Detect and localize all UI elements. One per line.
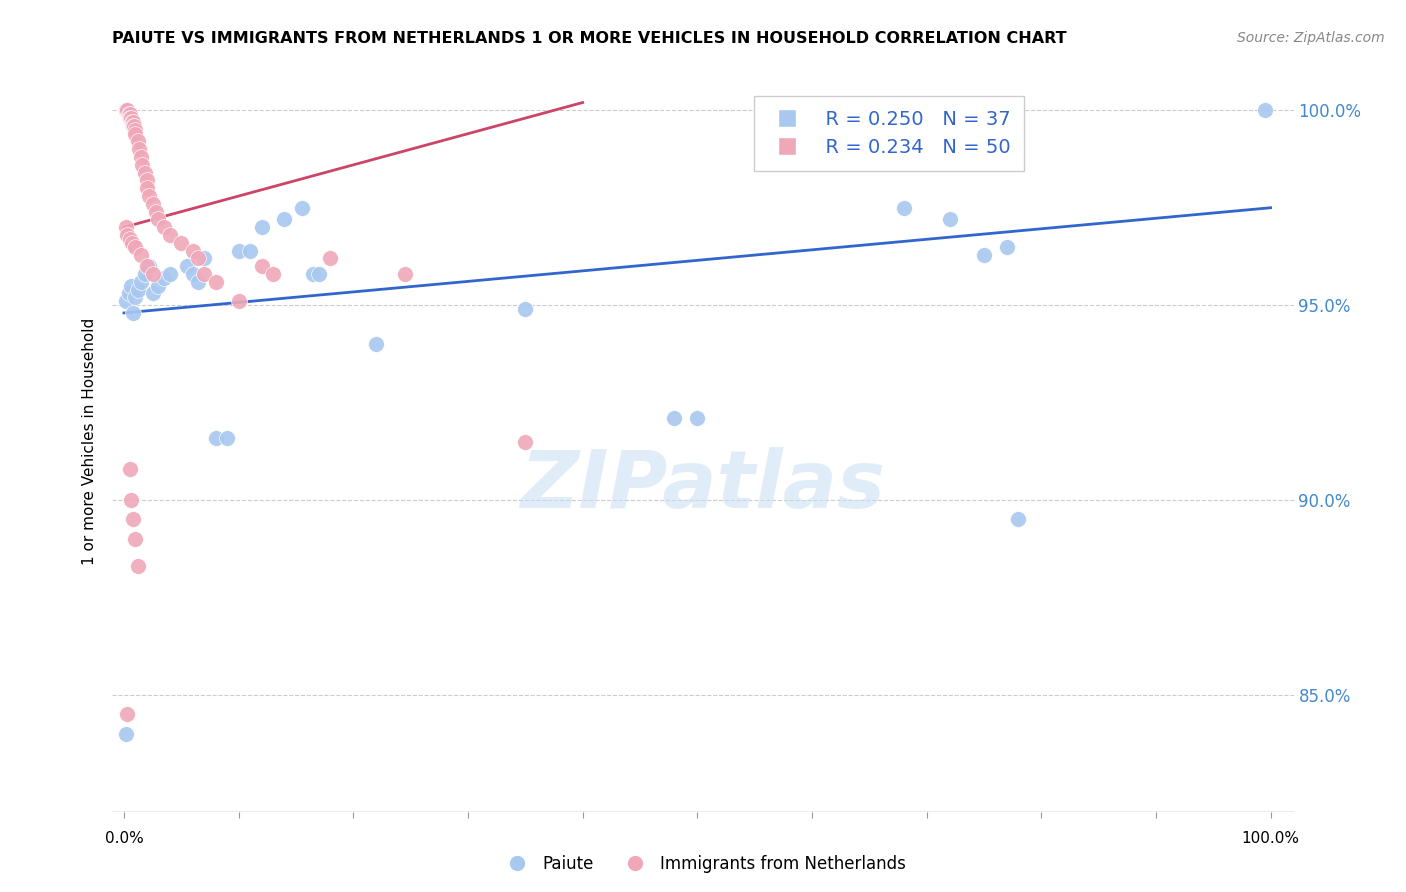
Point xyxy=(127,283,149,297)
Point xyxy=(1007,512,1029,526)
Point xyxy=(239,244,262,258)
Point xyxy=(938,212,960,227)
Point xyxy=(515,301,537,316)
Point xyxy=(142,267,165,281)
Point xyxy=(148,212,170,227)
Text: 100.0%: 100.0% xyxy=(1241,831,1299,847)
Y-axis label: 1 or more Vehicles in Household: 1 or more Vehicles in Household xyxy=(82,318,97,566)
Point xyxy=(250,220,273,235)
Point xyxy=(138,189,160,203)
Point xyxy=(127,559,149,574)
Point xyxy=(120,493,142,508)
Point xyxy=(273,212,295,227)
Point xyxy=(204,431,226,445)
Point xyxy=(1254,103,1277,118)
Point xyxy=(142,197,165,211)
Point xyxy=(121,235,143,250)
Point xyxy=(135,173,157,187)
Point xyxy=(159,227,181,242)
Point xyxy=(115,294,138,309)
Point xyxy=(515,434,537,449)
Point xyxy=(366,337,388,351)
Point xyxy=(187,275,209,289)
Point xyxy=(115,220,138,235)
Point xyxy=(117,227,139,242)
Point xyxy=(117,707,139,722)
Point xyxy=(118,232,141,246)
Point xyxy=(686,411,709,425)
Point xyxy=(118,111,141,125)
Point xyxy=(262,267,284,281)
Point xyxy=(973,247,995,261)
Point xyxy=(153,220,176,235)
Point xyxy=(159,267,181,281)
Point xyxy=(118,462,141,476)
Point xyxy=(122,306,145,320)
Point xyxy=(117,286,139,301)
Point xyxy=(995,240,1018,254)
Point xyxy=(122,512,145,526)
Point xyxy=(117,107,139,121)
Point xyxy=(124,290,146,304)
Point xyxy=(187,252,209,266)
Point xyxy=(122,115,145,129)
Point xyxy=(142,286,165,301)
Point xyxy=(134,166,156,180)
Point xyxy=(181,267,204,281)
Point xyxy=(124,240,146,254)
Point xyxy=(129,150,152,164)
Point xyxy=(127,135,149,149)
Point xyxy=(664,411,686,425)
Point xyxy=(115,727,138,741)
Point xyxy=(250,259,273,273)
Point xyxy=(120,111,142,125)
Point xyxy=(893,201,915,215)
Text: 0.0%: 0.0% xyxy=(104,831,143,847)
Point xyxy=(118,107,141,121)
Point xyxy=(394,267,416,281)
Point xyxy=(117,103,139,118)
Point xyxy=(302,267,325,281)
Point xyxy=(193,252,215,266)
Point xyxy=(122,119,145,133)
Point xyxy=(134,267,156,281)
Point xyxy=(129,275,152,289)
Point xyxy=(308,267,330,281)
Point xyxy=(181,244,204,258)
Point xyxy=(228,244,250,258)
Point xyxy=(122,119,145,133)
Legend: Paiute, Immigrants from Netherlands: Paiute, Immigrants from Netherlands xyxy=(494,848,912,880)
Legend:   R = 0.250   N = 37,   R = 0.234   N = 50: R = 0.250 N = 37, R = 0.234 N = 50 xyxy=(755,95,1024,171)
Point xyxy=(135,181,157,195)
Point xyxy=(204,275,226,289)
Point xyxy=(176,259,198,273)
Point xyxy=(128,142,150,156)
Point xyxy=(291,201,314,215)
Point xyxy=(319,252,342,266)
Point xyxy=(124,532,146,546)
Point xyxy=(129,247,152,261)
Text: Source: ZipAtlas.com: Source: ZipAtlas.com xyxy=(1237,31,1385,45)
Point xyxy=(124,127,146,141)
Point xyxy=(120,278,142,293)
Point xyxy=(124,123,146,137)
Point xyxy=(115,103,138,118)
Text: PAIUTE VS IMMIGRANTS FROM NETHERLANDS 1 OR MORE VEHICLES IN HOUSEHOLD CORRELATIO: PAIUTE VS IMMIGRANTS FROM NETHERLANDS 1 … xyxy=(112,31,1067,46)
Point xyxy=(170,235,193,250)
Point xyxy=(131,158,153,172)
Point xyxy=(148,278,170,293)
Point xyxy=(121,115,143,129)
Text: ZIPatlas: ZIPatlas xyxy=(520,447,886,525)
Point xyxy=(153,271,176,285)
Point xyxy=(228,294,250,309)
Point xyxy=(193,267,215,281)
Point xyxy=(145,204,167,219)
Point xyxy=(135,259,157,273)
Point xyxy=(138,259,160,273)
Point xyxy=(217,431,239,445)
